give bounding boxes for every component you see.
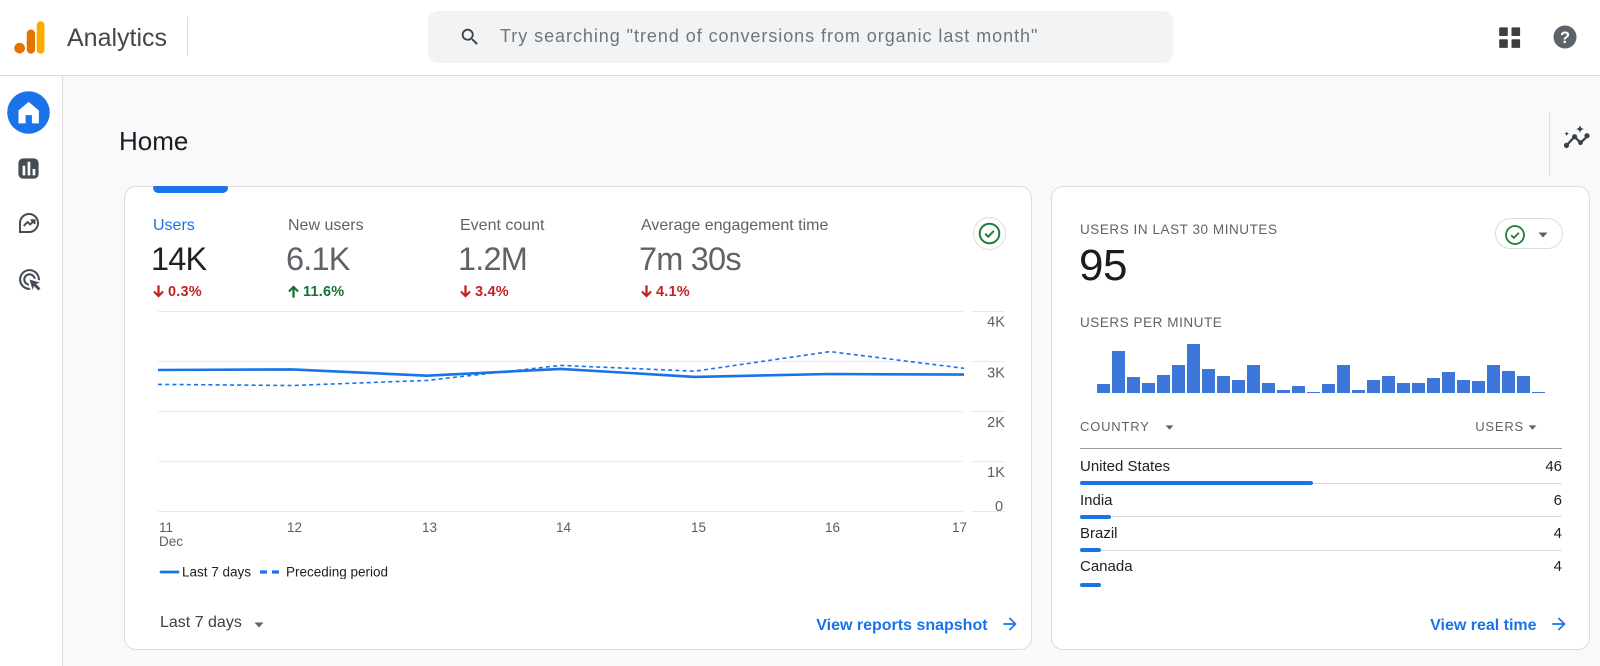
svg-text:11: 11 (159, 520, 173, 535)
svg-text:12: 12 (287, 520, 302, 535)
svg-text:2K: 2K (987, 415, 1005, 431)
svg-text:3K: 3K (987, 366, 1005, 382)
svg-text:15: 15 (691, 520, 706, 535)
svg-text:0: 0 (995, 499, 1003, 515)
svg-text:14: 14 (556, 520, 572, 535)
svg-text:4K: 4K (987, 315, 1005, 331)
svg-text:Last 7 days: Last 7 days (182, 565, 251, 579)
svg-text:?: ? (1560, 29, 1570, 47)
svg-text:Preceding period: Preceding period (286, 565, 388, 579)
svg-text:Dec: Dec (159, 534, 183, 547)
svg-text:17: 17 (952, 520, 967, 535)
svg-text:1K: 1K (987, 465, 1005, 481)
svg-text:16: 16 (825, 520, 840, 535)
svg-text:13: 13 (422, 520, 437, 535)
